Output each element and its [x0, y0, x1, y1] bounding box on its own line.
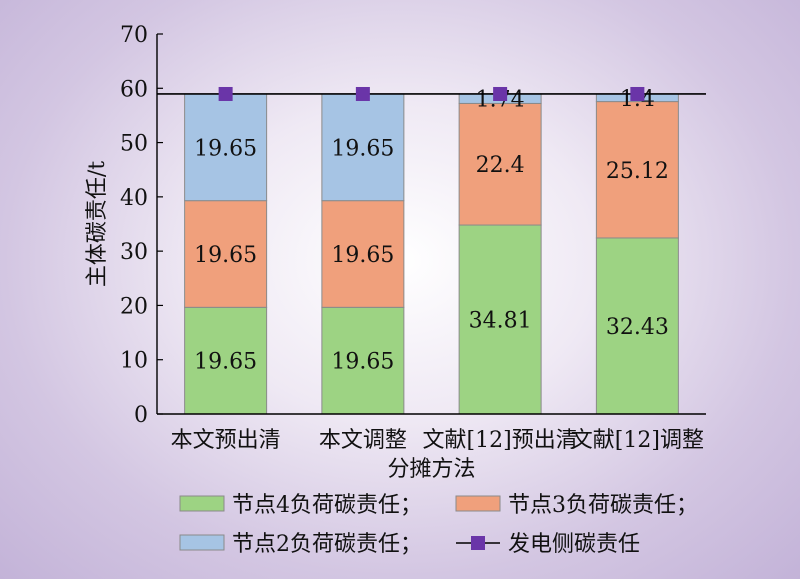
line-marker-4: [630, 86, 645, 101]
legend-swatch-1: [179, 495, 225, 512]
y-tick-label-3: 30: [120, 240, 148, 265]
legend-label-1: 节点4负荷碳责任；: [232, 493, 422, 518]
bar-segment-2-cat-3: [458, 102, 542, 226]
line-marker-1: [218, 86, 233, 101]
legend-swatch-marker: [471, 536, 485, 550]
y-axis-title: 主体碳责任/t: [85, 161, 110, 287]
data-label-2-cat-2: 19.65: [331, 243, 394, 268]
line-marker-3: [493, 86, 508, 101]
x-axis-title: 分摊方法: [387, 457, 475, 482]
y-tick-label-2: 20: [120, 294, 148, 319]
bars-layer: [184, 93, 679, 415]
legend-swatch-3: [179, 534, 225, 551]
data-label-1-cat-2: 19.65: [331, 350, 394, 375]
x-tick-label-2: 本文调整: [319, 428, 407, 453]
y-tick-label-7: 70: [120, 23, 148, 48]
data-label-3-cat-1: 19.65: [194, 136, 257, 161]
bar-segment-2-cat-1: [184, 200, 268, 308]
x-tick-label-1: 本文预出清: [171, 428, 281, 453]
bar-segment-1-cat-2: [321, 306, 405, 415]
axes-layer: 0 10 20 30 40 50 60 70 本文预出清 本文调整 文献[12]预出清文献[12]调…: [85, 23, 706, 482]
bar-segment-1-cat-4: [595, 237, 679, 415]
legend-swatch-2: [455, 495, 501, 512]
data-label-1-cat-4: 32.43: [606, 315, 669, 340]
legend-label-3: 节点2负荷碳责任；: [232, 532, 422, 557]
data-label-2-cat-1: 19.65: [194, 243, 257, 268]
y-tick-label-4: 40: [120, 186, 148, 211]
legend: 节点4负荷碳责任； 节点3负荷碳责任； 节点2负荷碳责任； 发电侧碳责任: [179, 493, 698, 557]
bar-segment-2-cat-2: [321, 200, 405, 308]
x-tick-label-3: 文献[12]预出清: [423, 428, 578, 453]
data-label-2-cat-4: 25.12: [606, 159, 669, 184]
bar-segment-2-cat-4: [595, 101, 679, 239]
bar-segment-1-cat-1: [184, 306, 268, 415]
x-tick-label-4: 文献[12]调整: [571, 428, 704, 453]
data-label-3-cat-2: 19.65: [331, 136, 394, 161]
data-label-1-cat-3: 34.81: [469, 309, 532, 334]
y-tick-label-0: 0: [134, 403, 148, 428]
y-tick-label-6: 60: [120, 77, 148, 102]
line-layer: [157, 86, 706, 101]
data-label-2-cat-3: 22.4: [476, 153, 525, 178]
data-label-1-cat-1: 19.65: [194, 350, 257, 375]
data-labels-layer: 19.6519.6519.6519.6519.6519.6534.8122.41…: [194, 87, 669, 375]
y-tick-label-5: 50: [120, 132, 148, 157]
bar-segment-3-cat-2: [321, 93, 405, 202]
line-marker-2: [355, 86, 370, 101]
y-tick-label-1: 10: [120, 349, 148, 374]
legend-label-2: 节点3负荷碳责任；: [508, 493, 698, 518]
legend-label-4: 发电侧碳责任: [508, 532, 640, 557]
